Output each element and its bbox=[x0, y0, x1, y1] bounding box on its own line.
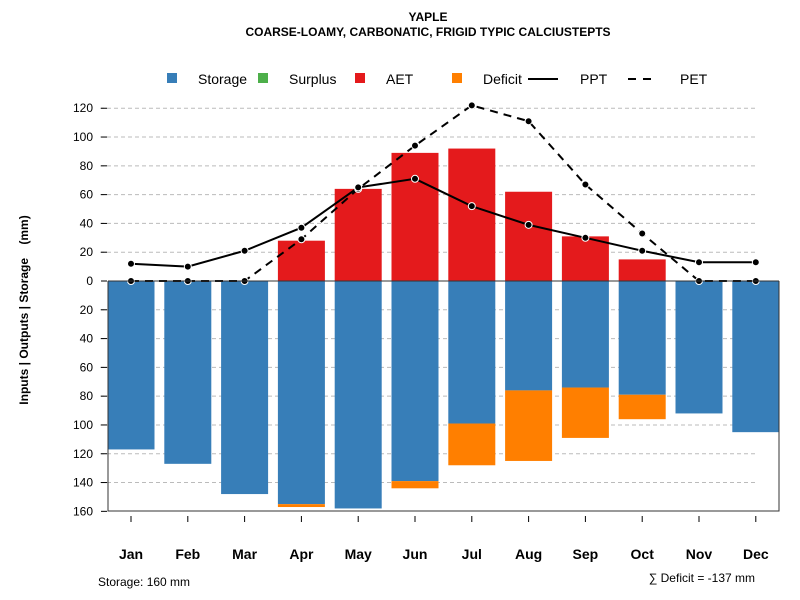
storage-bar bbox=[277, 281, 325, 505]
ppt-point bbox=[127, 259, 135, 268]
pet-point bbox=[581, 180, 590, 189]
y-tick-label: 20 bbox=[80, 245, 94, 259]
x-tick-label: Apr bbox=[289, 546, 314, 562]
legend-label: Surplus bbox=[289, 71, 336, 87]
ppt-point bbox=[695, 258, 703, 267]
aet-legend-swatch bbox=[355, 73, 365, 83]
storage-bar bbox=[334, 281, 382, 509]
y-tick-label: 120 bbox=[73, 447, 93, 461]
x-tick-label: Sep bbox=[573, 546, 599, 562]
ppt-point bbox=[751, 258, 760, 267]
pet-point bbox=[638, 229, 647, 238]
y-tick-label: 100 bbox=[73, 130, 93, 144]
legend-label: AET bbox=[386, 71, 414, 87]
x-tick-label: May bbox=[345, 546, 372, 562]
ppt-point bbox=[183, 262, 192, 271]
aet-bar bbox=[505, 191, 553, 281]
storage-bar bbox=[505, 281, 553, 391]
aet-bar bbox=[448, 148, 496, 281]
aet-bar bbox=[561, 236, 609, 281]
x-tick-label: Jun bbox=[403, 546, 428, 562]
legend-label: PET bbox=[680, 71, 708, 87]
y-tick-label: 40 bbox=[80, 332, 94, 346]
y-axis-label: Inputs | Outputs | Storage (mm) bbox=[17, 215, 31, 404]
legend-label: PPT bbox=[580, 71, 608, 87]
aet-bar bbox=[391, 152, 439, 281]
x-tick-label: Aug bbox=[515, 546, 542, 562]
ppt-point bbox=[638, 246, 647, 255]
deficit-bar bbox=[391, 481, 439, 489]
y-tick-label: 100 bbox=[73, 418, 93, 432]
storage-bar bbox=[164, 281, 212, 464]
storage-bar bbox=[448, 281, 496, 424]
aet-bar bbox=[334, 188, 382, 281]
storage-bar bbox=[107, 281, 155, 450]
ppt-point bbox=[467, 202, 476, 211]
storage-bar bbox=[675, 281, 723, 414]
deficit-annotation: ∑ Deficit = -137 mm bbox=[649, 571, 755, 585]
chart-title: YAPLE bbox=[409, 10, 448, 24]
ppt-point bbox=[297, 223, 306, 232]
legend-label: Deficit bbox=[483, 71, 522, 87]
x-tick-label: Oct bbox=[631, 546, 655, 562]
x-tick-label: Feb bbox=[175, 546, 200, 562]
pet-point bbox=[411, 141, 419, 150]
lower-frame bbox=[107, 281, 780, 512]
pet-point bbox=[297, 235, 306, 244]
deficit-bar bbox=[505, 390, 553, 461]
y-tick-label: 0 bbox=[86, 274, 93, 288]
deficit-bar bbox=[618, 394, 666, 420]
deficit-bar bbox=[561, 387, 609, 438]
storage-bar bbox=[618, 281, 666, 395]
deficit-bar bbox=[277, 504, 325, 508]
deficit-legend-swatch bbox=[452, 73, 462, 83]
y-tick-label: 80 bbox=[80, 159, 94, 173]
storage-bar bbox=[391, 281, 439, 482]
storage-annotation: Storage: 160 mm bbox=[98, 575, 190, 589]
y-tick-label: 40 bbox=[80, 216, 94, 230]
y-tick-label: 60 bbox=[80, 360, 94, 374]
ppt-point bbox=[411, 174, 419, 183]
y-tick-label: 140 bbox=[73, 476, 93, 490]
ppt-line bbox=[130, 177, 756, 268]
y-tick-label: 120 bbox=[73, 101, 93, 115]
y-tick-label: 60 bbox=[80, 188, 94, 202]
y-tick-label: 80 bbox=[80, 389, 94, 403]
x-tick-label: Nov bbox=[686, 546, 713, 562]
ppt-point bbox=[581, 233, 590, 242]
storage-legend-swatch bbox=[167, 73, 177, 83]
pet-point bbox=[524, 117, 533, 126]
aet-bar bbox=[277, 240, 325, 281]
x-tick-label: Mar bbox=[232, 546, 257, 562]
x-tick-label: Jan bbox=[119, 546, 143, 562]
chart-subtitle: COARSE-LOAMY, CARBONATIC, FRIGID TYPIC C… bbox=[245, 25, 610, 39]
ppt-point bbox=[354, 183, 363, 192]
storage-bar bbox=[561, 281, 609, 388]
x-tick-label: Dec bbox=[743, 546, 769, 562]
ppt-point bbox=[524, 220, 533, 229]
pet-point bbox=[467, 101, 476, 110]
deficit-bar bbox=[448, 423, 496, 466]
x-tick-label: Jul bbox=[462, 546, 482, 562]
storage-bar bbox=[221, 281, 269, 495]
y-tick-label: 20 bbox=[80, 303, 94, 317]
legend-label: Storage bbox=[198, 71, 247, 87]
ppt-point bbox=[240, 246, 249, 255]
surplus-legend-swatch bbox=[258, 73, 268, 83]
aet-bar bbox=[618, 259, 666, 281]
y-tick-label: 160 bbox=[73, 504, 93, 518]
storage-bar bbox=[732, 281, 780, 433]
